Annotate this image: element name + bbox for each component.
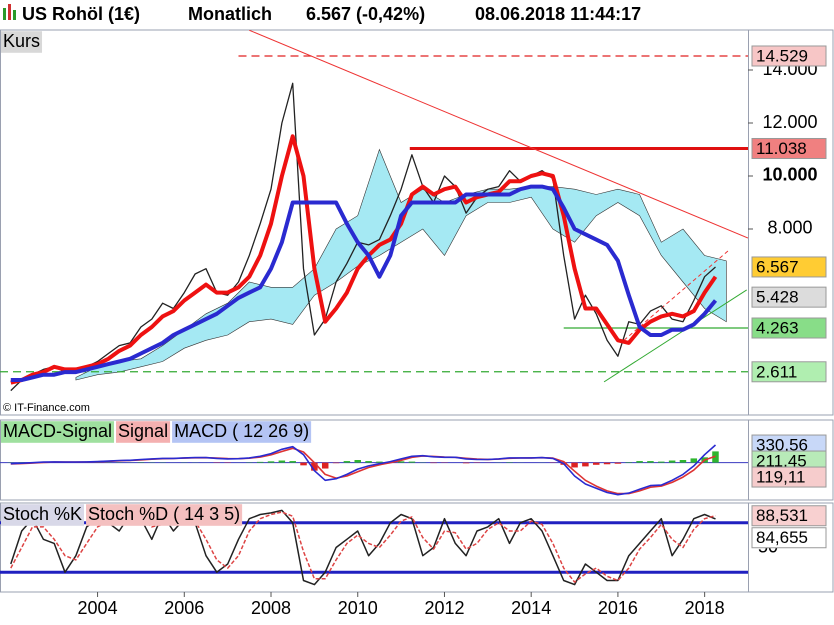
x-tick-label: 2004 — [78, 598, 118, 618]
value-box — [751, 361, 827, 383]
series-line — [10, 134, 718, 385]
value-box — [751, 505, 827, 527]
chart-layer: 14.00012.00010.0008.00014.52911.0386.567… — [0, 29, 834, 618]
histogram-bar — [267, 461, 275, 463]
histogram-bar — [365, 461, 372, 463]
histogram-bar — [679, 460, 687, 463]
value-label: 2.611 — [756, 362, 797, 381]
value-label: 84,655 — [756, 528, 808, 547]
value-label: 6.567 — [756, 257, 799, 276]
trend-line — [603, 289, 747, 383]
series-line — [10, 82, 716, 392]
histogram-bar — [343, 461, 351, 463]
histogram-bar — [462, 462, 470, 464]
histogram-bar — [636, 461, 643, 463]
histogram-bar — [625, 462, 633, 463]
value-label: 11.038 — [756, 139, 807, 158]
value-box — [751, 527, 827, 549]
histogram-bar — [658, 461, 665, 463]
label-text: Stoch %K — [3, 504, 82, 524]
label-text: MACD ( 12 26 9) — [174, 421, 309, 441]
y-tick-label: 12.000 — [762, 112, 817, 132]
value-box — [751, 286, 827, 308]
value-box — [751, 317, 827, 339]
label-box — [172, 421, 312, 443]
y-tick-label: 8.000 — [767, 218, 812, 238]
y-tick-label: 10.000 — [762, 165, 817, 185]
histogram-bar — [332, 462, 340, 464]
value-label: 5.428 — [756, 288, 799, 307]
label-box — [1, 504, 85, 526]
value-label: 14.529 — [756, 46, 808, 65]
histogram-bar — [571, 462, 578, 468]
label-box — [86, 504, 243, 526]
histogram-bar — [289, 461, 296, 463]
symbol: US Rohöl (1€) — [22, 4, 140, 24]
histogram-bar — [582, 462, 589, 467]
x-tick-label: 2006 — [164, 598, 204, 618]
series-line — [10, 444, 717, 496]
source: © IT-Finance.com — [3, 402, 90, 414]
histogram-bar — [614, 462, 622, 464]
label-text: Kurs — [3, 31, 40, 51]
value-axis-area — [748, 29, 834, 416]
histogram-bar — [690, 458, 698, 463]
label-box — [1, 421, 115, 443]
value-box — [751, 45, 827, 67]
trend-line — [249, 30, 748, 239]
histogram-bar — [321, 462, 329, 469]
label-box — [1, 31, 43, 53]
histogram-bar — [668, 460, 676, 463]
label-text: Signal — [118, 421, 168, 441]
value-label: 330,56 — [756, 436, 808, 455]
histogram-bar — [311, 462, 318, 471]
app-icon — [3, 4, 16, 20]
quote: 6.567 (-0,42%) — [306, 4, 425, 24]
histogram-bar — [592, 462, 600, 465]
histogram-bar — [408, 461, 416, 463]
value-box — [751, 137, 827, 159]
value-box — [751, 256, 827, 278]
histogram-bar — [300, 462, 307, 466]
x-tick-label: 2018 — [685, 598, 725, 618]
histogram-bar — [256, 461, 264, 463]
x-tick-label: 2014 — [511, 598, 551, 618]
value-label: 119,11 — [756, 468, 805, 487]
label-text: MACD-Signal — [3, 421, 112, 441]
x-tick-label: 2010 — [338, 598, 378, 618]
value-label: 4.263 — [756, 318, 799, 337]
histogram-bar — [376, 461, 383, 463]
value-box — [751, 466, 827, 488]
x-tick-label: 2012 — [424, 598, 464, 618]
histogram-bar — [397, 461, 405, 463]
histogram-bar — [278, 460, 286, 463]
label-box — [116, 421, 171, 443]
value-label: 211,45 — [756, 452, 807, 471]
label-text: Stoch %D ( 14 3 5) — [88, 504, 240, 524]
timestamp: 08.06.2018 11:44:17 — [475, 4, 641, 24]
histogram-bar — [603, 462, 611, 465]
series-line — [10, 184, 718, 382]
period: Monatlich — [188, 4, 272, 24]
x-tick-label: 2008 — [251, 598, 291, 618]
value-label: 88,531 — [756, 506, 808, 525]
x-tick-label: 2016 — [598, 598, 638, 618]
histogram-bar — [354, 460, 361, 463]
trend-line — [623, 249, 730, 341]
histogram-bar — [647, 461, 654, 463]
